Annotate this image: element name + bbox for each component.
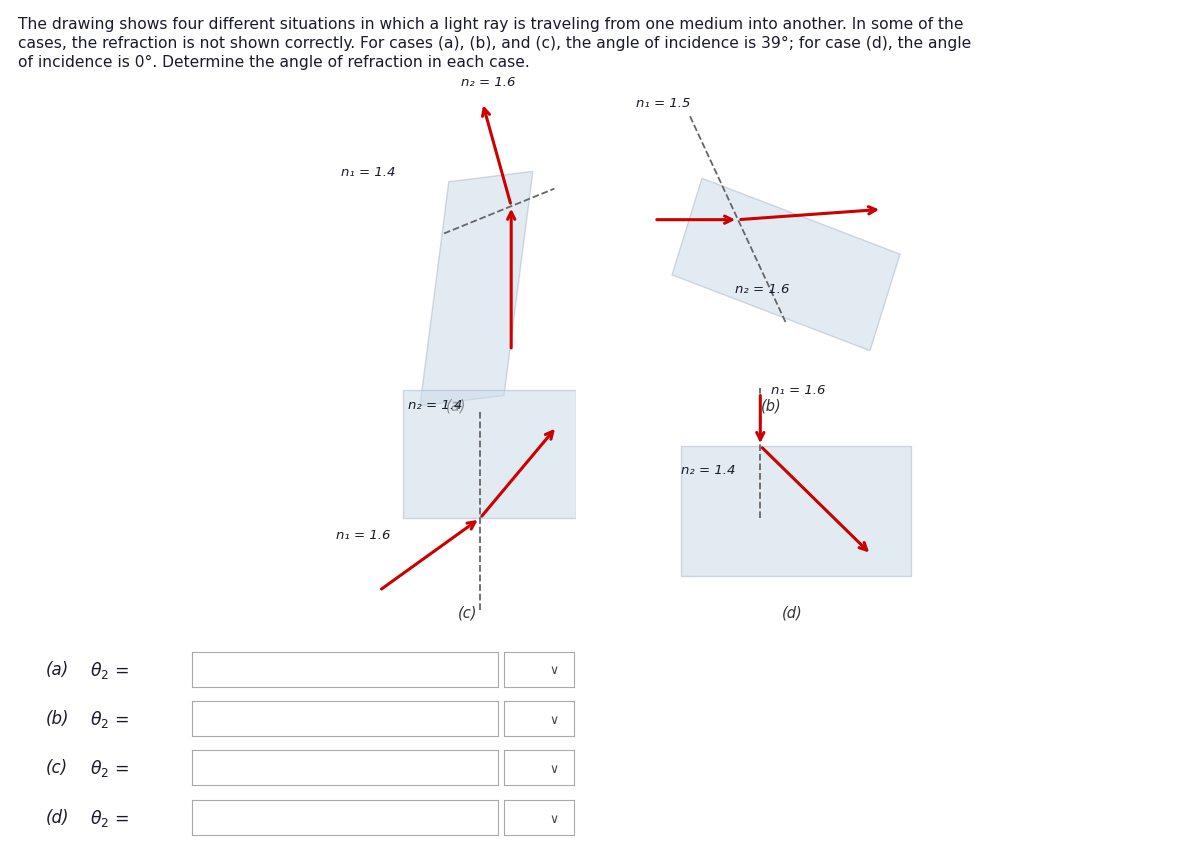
Text: (a): (a) <box>445 399 467 413</box>
Text: ∨: ∨ <box>550 812 559 825</box>
Text: ∨: ∨ <box>550 713 559 726</box>
Text: n₂ = 1.4: n₂ = 1.4 <box>682 463 736 476</box>
Text: $\theta_2$ =: $\theta_2$ = <box>90 708 130 729</box>
Text: n₂ = 1.6: n₂ = 1.6 <box>734 282 790 295</box>
Polygon shape <box>672 179 900 351</box>
Text: (d): (d) <box>46 808 70 827</box>
Text: n₂ = 1.4: n₂ = 1.4 <box>408 398 462 411</box>
Text: n₁ = 1.6: n₁ = 1.6 <box>336 529 390 542</box>
Text: of incidence is 0°. Determine the angle of refraction in each case.: of incidence is 0°. Determine the angle … <box>18 55 529 70</box>
Polygon shape <box>682 446 911 577</box>
Text: cases, the refraction is not shown correctly. For cases (a), (b), and (c), the a: cases, the refraction is not shown corre… <box>18 36 971 51</box>
Text: ∨: ∨ <box>550 762 559 775</box>
Text: n₁ = 1.6: n₁ = 1.6 <box>770 384 826 397</box>
Polygon shape <box>420 172 533 406</box>
Text: $\theta_2$ =: $\theta_2$ = <box>90 757 130 778</box>
Text: n₂ = 1.6: n₂ = 1.6 <box>461 76 515 89</box>
Text: The drawing shows four different situations in which a light ray is traveling fr: The drawing shows four different situati… <box>18 17 964 32</box>
Text: (c): (c) <box>458 605 478 620</box>
Text: (b): (b) <box>761 399 781 413</box>
Text: n₁ = 1.4: n₁ = 1.4 <box>341 165 395 178</box>
Text: i: i <box>168 810 173 825</box>
Polygon shape <box>403 391 576 518</box>
Text: i: i <box>168 662 173 677</box>
Text: (a): (a) <box>46 660 68 678</box>
Text: (b): (b) <box>46 709 70 728</box>
Text: i: i <box>168 760 173 775</box>
Text: $\theta_2$ =: $\theta_2$ = <box>90 807 130 828</box>
Text: (c): (c) <box>46 759 67 777</box>
Text: i: i <box>168 711 173 726</box>
Text: ∨: ∨ <box>550 664 559 677</box>
Text: $\theta_2$ =: $\theta_2$ = <box>90 659 130 680</box>
Text: (d): (d) <box>781 605 803 620</box>
Text: n₁ = 1.5: n₁ = 1.5 <box>636 96 690 109</box>
